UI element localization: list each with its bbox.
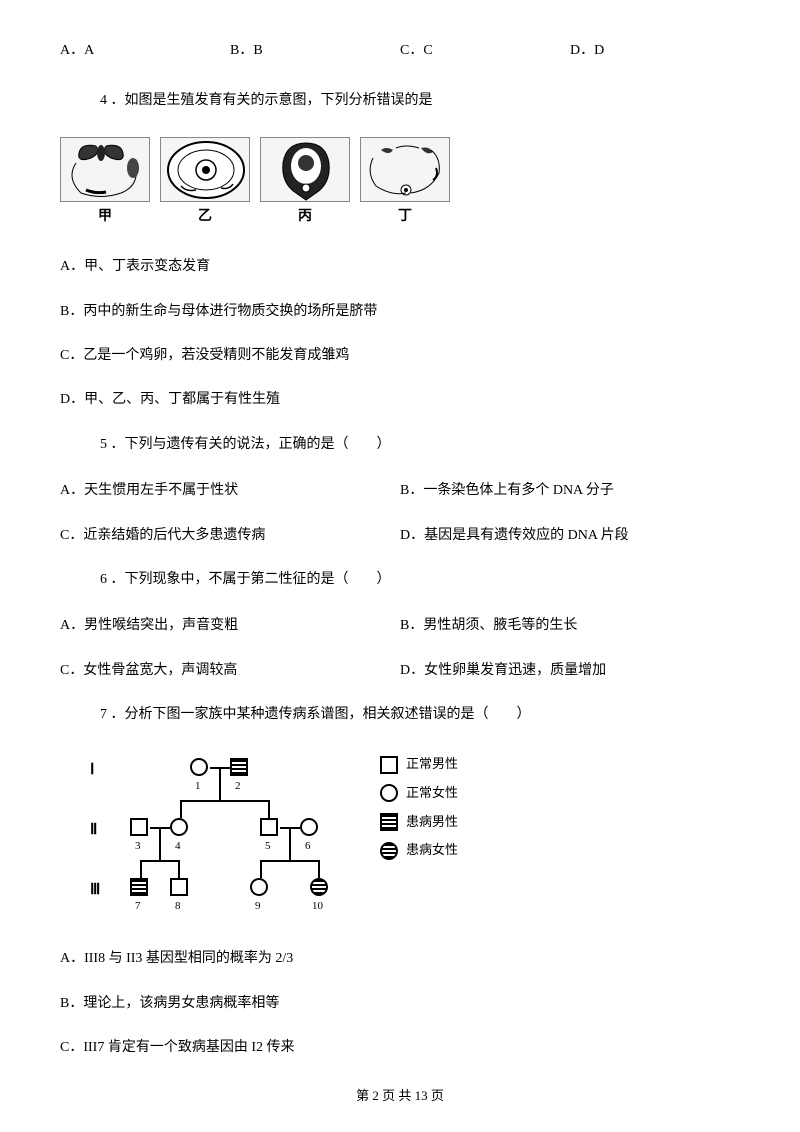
q6-row2: C．女性骨盆宽大，声调较高 D．女性卵巢发育迅速，质量增加 — [60, 660, 740, 682]
footer-total: 13 — [415, 1088, 428, 1103]
gen-3-label: Ⅲ — [90, 878, 100, 902]
legend-normal-female: 正常女性 — [380, 779, 458, 808]
legend-normal-male-label: 正常男性 — [406, 750, 458, 779]
uterus-icon — [260, 137, 350, 202]
ped-num-1: 1 — [195, 778, 201, 796]
gen-1-label: Ⅰ — [90, 758, 94, 782]
q5-option-c: C．近亲结婚的后代大多患遗传病 — [60, 525, 400, 547]
q5-option-b: B．一条染色体上有多个 DNA 分子 — [400, 480, 740, 502]
q6-option-b: B．男性胡须、腋毛等的生长 — [400, 615, 740, 637]
q7-option-c: C．III7 肯定有一个致病基因由 I2 传来 — [60, 1037, 740, 1059]
butterfly-cycle-icon — [60, 137, 150, 202]
q6-option-d: D．女性卵巢发育迅速，质量增加 — [400, 660, 740, 682]
frog-cycle-icon — [360, 137, 450, 202]
legend-affected-female: 患病女性 — [380, 836, 458, 865]
diagram-label-bing: 丙 — [260, 206, 350, 228]
q4-text: 4 ．如图是生殖发育有关的示意图，下列分析错误的是 — [60, 90, 740, 112]
ped-i2 — [230, 758, 248, 776]
diagram-yi: 乙 — [160, 137, 250, 228]
pedigree-chart: Ⅰ Ⅱ Ⅲ 1 2 3 4 5 6 7 8 — [90, 750, 350, 920]
ped-i1 — [190, 758, 208, 776]
egg-icon — [160, 137, 250, 202]
footer-prefix: 第 — [356, 1088, 372, 1103]
ped-ii3 — [130, 818, 148, 836]
circle-icon — [380, 784, 398, 802]
footer-middle: 页 共 — [379, 1088, 415, 1103]
ped-iii8 — [170, 878, 188, 896]
q5-text: 5 ．下列与遗传有关的说法，正确的是（ ） — [60, 434, 740, 456]
q5-row1: A．天生惯用左手不属于性状 B．一条染色体上有多个 DNA 分子 — [60, 480, 740, 502]
legend-affected-male-label: 患病男性 — [406, 808, 458, 837]
ped-ii4 — [170, 818, 188, 836]
diagram-jia: 甲 — [60, 137, 150, 228]
q5-option-d: D．基因是具有遗传效应的 DNA 片段 — [400, 525, 740, 547]
q3-option-a: A．A — [60, 40, 230, 62]
ped-num-2: 2 — [235, 778, 241, 796]
q3-options: A．A B．B C．C D．D — [60, 40, 740, 62]
ped-num-4: 4 — [175, 838, 181, 856]
diagram-label-ding: 丁 — [360, 206, 450, 228]
ped-num-3: 3 — [135, 838, 141, 856]
pedigree-legend: 正常男性 正常女性 患病男性 患病女性 — [380, 750, 458, 864]
ped-ii6 — [300, 818, 318, 836]
q7-option-a: A．III8 与 II3 基因型相同的概率为 2/3 — [60, 948, 740, 970]
q6-option-c: C．女性骨盆宽大，声调较高 — [60, 660, 400, 682]
q4-diagrams: 甲 乙 丙 — [60, 137, 740, 228]
ped-iii10 — [310, 878, 328, 896]
q6-row1: A．男性喉结突出，声音变粗 B．男性胡须、腋毛等的生长 — [60, 615, 740, 637]
legend-affected-female-label: 患病女性 — [406, 836, 458, 865]
q3-option-c: C．C — [400, 40, 570, 62]
legend-normal-female-label: 正常女性 — [406, 779, 458, 808]
ped-num-10: 10 — [312, 898, 323, 916]
page-footer: 第 2 页 共 13 页 — [0, 1086, 800, 1107]
ped-iii7 — [130, 878, 148, 896]
ped-num-8: 8 — [175, 898, 181, 916]
q7-text: 7 ．分析下图一家族中某种遗传病系谱图，相关叙述错误的是（ ） — [60, 704, 740, 726]
q4-option-b: B．丙中的新生命与母体进行物质交换的场所是脐带 — [60, 301, 740, 323]
diagram-bing: 丙 — [260, 137, 350, 228]
q5-row2: C．近亲结婚的后代大多患遗传病 D．基因是具有遗传效应的 DNA 片段 — [60, 525, 740, 547]
q7-option-b: B．理论上，该病男女患病概率相等 — [60, 993, 740, 1015]
q3-option-d: D．D — [570, 40, 740, 62]
q4-option-a: A．甲、丁表示变态发育 — [60, 256, 740, 278]
diagram-label-yi: 乙 — [160, 206, 250, 228]
q3-option-b: B．B — [230, 40, 400, 62]
diagram-ding: 丁 — [360, 137, 450, 228]
ped-num-9: 9 — [255, 898, 261, 916]
ped-num-7: 7 — [135, 898, 141, 916]
hatched-square-icon — [380, 813, 398, 831]
hatched-circle-icon — [380, 842, 398, 860]
ped-num-5: 5 — [265, 838, 271, 856]
ped-num-6: 6 — [305, 838, 311, 856]
footer-suffix: 页 — [428, 1088, 444, 1103]
legend-affected-male: 患病男性 — [380, 808, 458, 837]
diagram-label-jia: 甲 — [60, 206, 150, 228]
pedigree-container: Ⅰ Ⅱ Ⅲ 1 2 3 4 5 6 7 8 — [90, 750, 740, 920]
ped-iii9 — [250, 878, 268, 896]
q4-option-d: D．甲、乙、丙、丁都属于有性生殖 — [60, 389, 740, 411]
q5-option-a: A．天生惯用左手不属于性状 — [60, 480, 400, 502]
gen-2-label: Ⅱ — [90, 818, 97, 842]
ped-ii5 — [260, 818, 278, 836]
q4-option-c: C．乙是一个鸡卵，若没受精则不能发育成雏鸡 — [60, 345, 740, 367]
square-icon — [380, 756, 398, 774]
legend-normal-male: 正常男性 — [380, 750, 458, 779]
q6-option-a: A．男性喉结突出，声音变粗 — [60, 615, 400, 637]
q6-text: 6 ．下列现象中，不属于第二性征的是（ ） — [60, 569, 740, 591]
